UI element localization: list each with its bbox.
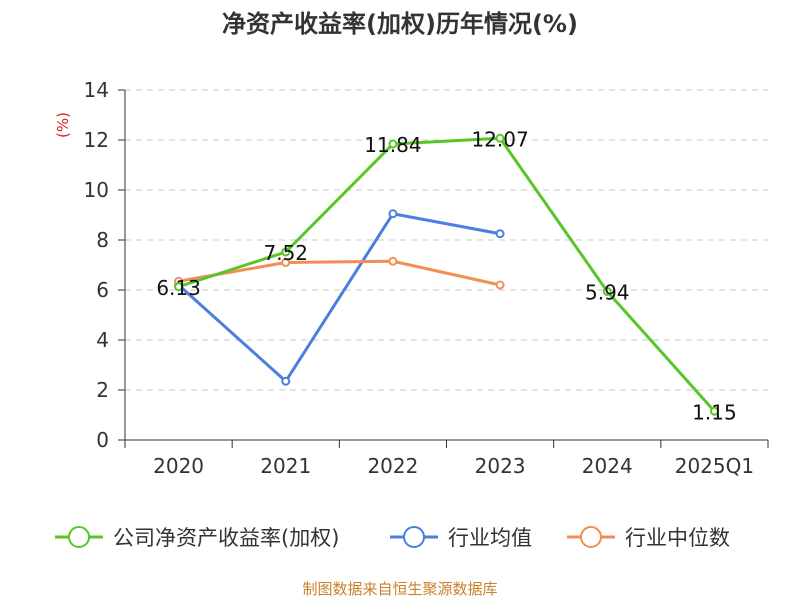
y-tick-label: 6 xyxy=(96,278,109,302)
data-labels: 6.13 7.52 11.84 12.07 5.94 1.15 xyxy=(156,127,736,424)
data-point xyxy=(388,139,398,149)
series-line xyxy=(178,259,501,287)
data-point xyxy=(709,406,719,416)
data-point xyxy=(388,256,398,266)
chart-title: 净资产收益率(加权)历年情况(%) xyxy=(222,10,578,38)
data-label: 12.07 xyxy=(471,127,528,151)
legend: 公司净资产收益率(加权) 行业均值 行业中位数 xyxy=(55,526,730,550)
legend-label: 行业中位数 xyxy=(625,526,730,550)
y-tick-label: 8 xyxy=(96,228,109,252)
data-label: 1.15 xyxy=(692,400,737,424)
legend-swatch-marker xyxy=(68,526,90,548)
x-tick-label: 2022 xyxy=(367,454,418,478)
data-label: 7.52 xyxy=(263,241,308,265)
grid xyxy=(125,89,768,391)
x-tick-label: 2020 xyxy=(153,454,204,478)
data-point xyxy=(495,133,505,143)
source-note: 制图数据来自恒生聚源数据库 xyxy=(302,580,497,598)
data-point xyxy=(281,247,291,257)
series-lines xyxy=(174,133,719,416)
x-tick-label: 2024 xyxy=(582,454,633,478)
legend-item: 行业中位数 xyxy=(567,526,730,550)
y-tick-label: 10 xyxy=(84,178,109,202)
data-label: 6.13 xyxy=(156,276,201,300)
data-label: 11.84 xyxy=(364,133,421,157)
data-point xyxy=(495,280,505,290)
y-tick-label: 0 xyxy=(96,428,109,452)
series-line xyxy=(177,212,501,383)
data-point xyxy=(602,287,612,296)
data-label: 5.94 xyxy=(585,281,630,305)
legend-label: 行业均值 xyxy=(448,526,532,550)
y-tick-label: 2 xyxy=(96,378,109,402)
axes: 0 2 4 6 8 10 12 14 2020 2021 2022 2023 2024 2025Q1 xyxy=(84,78,769,478)
data-point xyxy=(281,258,291,267)
x-tick-label: 2023 xyxy=(475,454,526,478)
data-point xyxy=(388,209,398,219)
y-tick-label: 12 xyxy=(84,128,109,152)
y-tick-label: 4 xyxy=(96,328,109,352)
legend-swatch-marker xyxy=(580,526,602,548)
data-point xyxy=(174,282,184,292)
legend-label: 公司净资产收益率(加权) xyxy=(113,526,339,550)
legend-item: 行业均值 xyxy=(390,526,532,550)
data-point xyxy=(495,229,505,239)
legend-swatch-marker xyxy=(403,526,425,548)
y-tick-label: 14 xyxy=(84,78,109,102)
x-tick-label: 2021 xyxy=(260,454,311,478)
legend-item: 公司净资产收益率(加权) xyxy=(55,526,339,550)
y-axis-label: (%) xyxy=(54,112,72,138)
x-tick-label: 2025Q1 xyxy=(675,454,754,478)
series-line xyxy=(178,136,716,413)
data-point xyxy=(281,376,291,386)
